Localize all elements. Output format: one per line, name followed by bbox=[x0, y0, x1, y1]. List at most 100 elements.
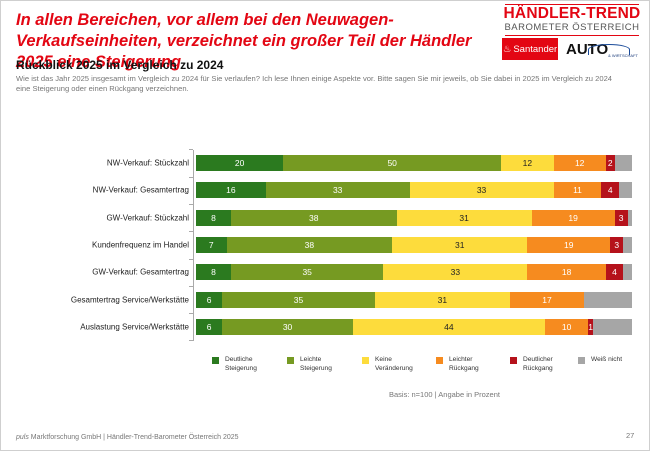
legend-item-weiß-nicht: Weiß nicht bbox=[578, 355, 622, 364]
data-label: 18 bbox=[561, 267, 572, 278]
axis-tick bbox=[189, 285, 193, 287]
data-label: 6 bbox=[206, 321, 212, 332]
bar-segment-deutliche-steigerung: 20 bbox=[196, 155, 284, 171]
logo-subtitle: BAROMETER ÖSTERREICH bbox=[504, 22, 640, 33]
axis-tick bbox=[189, 313, 193, 315]
bar-segment-deutlicher-rückgang: 3 bbox=[610, 236, 624, 253]
legend-label: Weiß nicht bbox=[591, 356, 623, 363]
legend-label: Keine Veränderung bbox=[375, 356, 413, 372]
data-label: 35 bbox=[302, 267, 312, 278]
data-label: 16 bbox=[226, 185, 236, 196]
auto-sub-label: & WIRTSCHAFT bbox=[608, 53, 638, 58]
data-label: 50 bbox=[387, 158, 397, 168]
data-label: 3 bbox=[614, 239, 620, 250]
category-label: NW-Verkauf: Gesamtertrag bbox=[92, 185, 189, 195]
legend-swatch bbox=[287, 357, 294, 364]
data-label: 8 bbox=[211, 267, 216, 278]
axis-tick bbox=[189, 203, 193, 205]
page-number: 27 bbox=[626, 431, 635, 440]
data-label: 19 bbox=[568, 212, 578, 223]
category-axis bbox=[193, 150, 194, 341]
bar-segment-keine-veränderung: 31 bbox=[392, 236, 528, 253]
data-label: 8 bbox=[211, 212, 216, 223]
bar-segment-leichte-steigerung: 35 bbox=[230, 264, 384, 281]
bar-segment-leichte-steigerung: 35 bbox=[222, 291, 375, 308]
bar-segment-leichter-rückgang: 17 bbox=[509, 291, 585, 308]
bar-segment-leichter-rückgang: 11 bbox=[553, 182, 602, 199]
legend-item-leichter-rückgang: Leichter Rückgang bbox=[436, 355, 479, 373]
bar-segment-deutliche-steigerung: 6 bbox=[196, 318, 223, 335]
logo-rule-bottom bbox=[505, 35, 639, 36]
legend-item-deutlicher-rückgang: Deutlicher Rückgang bbox=[510, 355, 553, 373]
data-label: 6 bbox=[206, 294, 212, 305]
bar-segment-weiß-nicht bbox=[592, 318, 632, 335]
bar-segment-leichte-steigerung: 33 bbox=[265, 182, 410, 199]
data-label: 17 bbox=[542, 294, 552, 305]
data-label: 12 bbox=[574, 158, 585, 168]
data-label: 2 bbox=[607, 158, 613, 168]
legend-swatch bbox=[578, 357, 585, 364]
bar-segment-keine-veränderung: 31 bbox=[374, 291, 510, 308]
bar-segment-weiß-nicht bbox=[614, 155, 632, 171]
footer-brand: puls bbox=[16, 434, 29, 441]
bar-segment-leichter-rückgang: 19 bbox=[527, 236, 611, 253]
bar-segment-leichte-steigerung: 30 bbox=[222, 318, 353, 335]
legend-label: Deutlicher Rückgang bbox=[523, 356, 553, 372]
legend-label: Leichter Rückgang bbox=[449, 356, 479, 372]
data-label: 19 bbox=[564, 239, 574, 250]
data-label: 33 bbox=[332, 185, 343, 196]
legend-label: Deutliche Steigerung bbox=[225, 356, 257, 372]
bar-segment-leichte-steigerung: 50 bbox=[283, 155, 502, 171]
haendler-trend-logo: HÄNDLER-TREND BAROMETER ÖSTERREICH ♨ San… bbox=[502, 4, 642, 60]
data-label: 44 bbox=[444, 321, 454, 332]
legend-swatch bbox=[436, 357, 443, 364]
bar-segment-keine-veränderung: 44 bbox=[352, 318, 545, 335]
santander-logo: ♨ Santander bbox=[502, 38, 558, 60]
axis-tick bbox=[189, 149, 193, 151]
axis-tick bbox=[189, 231, 193, 233]
legend-swatch bbox=[212, 357, 219, 364]
legend-swatch bbox=[510, 357, 517, 364]
legend-item-leichte-steigerung: Leichte Steigerung bbox=[287, 355, 332, 373]
data-label: 10 bbox=[561, 321, 572, 332]
category-label: GW-Verkauf: Gesamtertrag bbox=[92, 267, 189, 277]
data-label: 4 bbox=[607, 185, 613, 196]
sponsor-logos: ♨ Santander AUTO & WIRTSCHAFT bbox=[502, 38, 642, 60]
bar-segment-deutlicher-rückgang: 3 bbox=[614, 209, 628, 226]
bar-segment-keine-veränderung: 12 bbox=[501, 155, 554, 171]
bar-segment-keine-veränderung: 33 bbox=[383, 264, 528, 281]
category-label: GW-Verkauf: Stückzahl bbox=[106, 213, 189, 223]
bar-segment-deutlicher-rückgang: 1 bbox=[588, 318, 593, 335]
logo-title: HÄNDLER-TREND bbox=[503, 5, 641, 22]
data-label: 31 bbox=[455, 239, 465, 250]
legend-label: Leichte Steigerung bbox=[300, 356, 332, 372]
slide-title: In allen Bereichen, vor allem bei den Ne… bbox=[16, 11, 472, 71]
bar-segment-keine-veränderung: 31 bbox=[396, 209, 532, 226]
data-label: 4 bbox=[612, 267, 617, 278]
footer-text: Marktforschung GmbH | Händler-Trend-Baro… bbox=[28, 434, 239, 441]
data-label: 38 bbox=[308, 212, 319, 223]
legend-swatch bbox=[362, 357, 369, 364]
data-label: 35 bbox=[293, 294, 304, 305]
car-swoosh-icon bbox=[588, 44, 630, 55]
auto-wirtschaft-logo: AUTO & WIRTSCHAFT bbox=[558, 38, 642, 60]
bar-segment-weiß-nicht bbox=[627, 209, 632, 226]
bar-segment-weiß-nicht bbox=[618, 182, 632, 199]
data-label: 33 bbox=[450, 267, 461, 278]
santander-flame-icon: ♨ bbox=[502, 43, 512, 55]
bar-segment-weiß-nicht bbox=[584, 291, 632, 308]
bar-segment-deutliche-steigerung: 6 bbox=[196, 291, 223, 308]
data-label: 33 bbox=[476, 185, 487, 196]
category-label: Auslastung Service/Werkstätte bbox=[80, 322, 189, 332]
data-label: 1 bbox=[588, 321, 593, 332]
bar-segment-deutliche-steigerung: 8 bbox=[196, 209, 231, 226]
bar-segment-deutlicher-rückgang: 4 bbox=[601, 182, 619, 199]
bar-segment-leichte-steigerung: 38 bbox=[226, 236, 393, 253]
bar-segment-weiß-nicht bbox=[623, 264, 632, 281]
bar-segment-deutliche-steigerung: 8 bbox=[196, 264, 231, 281]
slide-subtitle: Rückblick 2025 im Vergleich zu 2024 bbox=[16, 58, 224, 72]
data-label: 7 bbox=[208, 239, 214, 250]
legend-item-keine-veränderung: Keine Veränderung bbox=[362, 355, 413, 373]
axis-tick bbox=[189, 258, 193, 260]
bar-segment-deutlicher-rückgang: 4 bbox=[605, 264, 624, 281]
